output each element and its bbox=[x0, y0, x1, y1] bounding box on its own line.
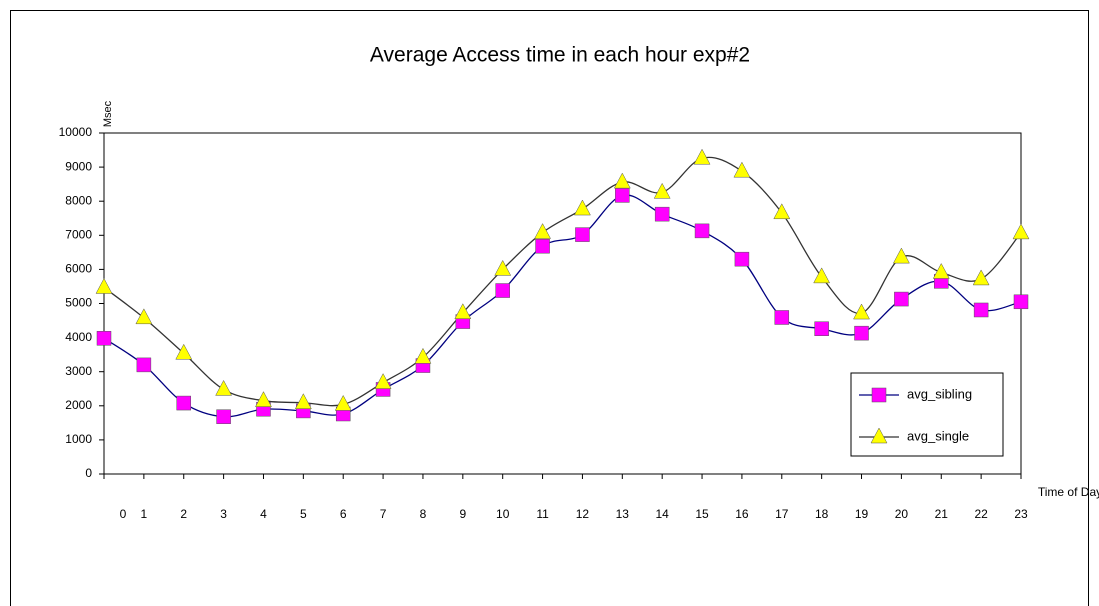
y-tick-label: 5000 bbox=[65, 296, 92, 310]
chart-frame bbox=[11, 11, 1089, 606]
data-point bbox=[375, 374, 391, 389]
data-point bbox=[176, 344, 192, 359]
x-tick-label: 14 bbox=[655, 507, 669, 521]
y-tick-label: 2000 bbox=[65, 398, 92, 412]
data-point bbox=[974, 303, 988, 317]
data-point bbox=[137, 358, 151, 372]
data-point bbox=[97, 331, 111, 345]
legend-marker bbox=[872, 388, 886, 402]
data-point bbox=[575, 228, 589, 242]
data-point bbox=[415, 348, 431, 363]
legend-label: avg_single bbox=[907, 428, 969, 443]
data-point bbox=[496, 284, 510, 298]
y-tick-label: 0 bbox=[85, 466, 92, 480]
data-point bbox=[734, 162, 750, 177]
x-tick-label: 16 bbox=[735, 507, 749, 521]
x-tick-label: 22 bbox=[974, 507, 988, 521]
data-point bbox=[815, 322, 829, 336]
data-point bbox=[855, 326, 869, 340]
series-line bbox=[104, 157, 1021, 405]
data-point bbox=[216, 380, 232, 395]
data-point bbox=[854, 304, 870, 319]
data-point bbox=[536, 239, 550, 253]
chart-title: Average Access time in each hour exp#2 bbox=[370, 44, 750, 67]
data-point bbox=[136, 309, 152, 324]
data-point bbox=[933, 263, 949, 278]
legend-label: avg_sibling bbox=[907, 386, 972, 401]
data-point bbox=[655, 207, 669, 221]
x-tick-label: 10 bbox=[496, 507, 510, 521]
data-point bbox=[295, 394, 311, 409]
y-tick-label: 6000 bbox=[65, 262, 92, 276]
x-tick-label: 19 bbox=[855, 507, 869, 521]
x-tick-label: 23 bbox=[1014, 507, 1028, 521]
x-tick-label: 13 bbox=[616, 507, 630, 521]
x-tick-label: 21 bbox=[935, 507, 949, 521]
chart: Average Access time in each hour exp#2 M… bbox=[0, 0, 1099, 606]
data-point bbox=[1014, 295, 1028, 309]
legend-box bbox=[851, 373, 1003, 456]
data-point bbox=[894, 292, 908, 306]
data-point bbox=[654, 183, 670, 198]
data-point bbox=[217, 410, 231, 424]
x-tick-label: 11 bbox=[536, 507, 549, 521]
data-point bbox=[775, 310, 789, 324]
y-tick-label: 3000 bbox=[65, 364, 92, 378]
x-tick-label: 2 bbox=[180, 507, 187, 521]
data-point bbox=[973, 270, 989, 285]
x-tick-label: 6 bbox=[340, 507, 347, 521]
data-point bbox=[495, 260, 511, 275]
x-tick-label: 7 bbox=[380, 507, 387, 521]
y-tick-label: 9000 bbox=[65, 159, 92, 173]
x-tick-label: 15 bbox=[695, 507, 709, 521]
data-point bbox=[615, 188, 629, 202]
x-tick-label: 20 bbox=[895, 507, 909, 521]
y-tick-label: 1000 bbox=[65, 432, 92, 446]
x-tick-label: 17 bbox=[775, 507, 789, 521]
data-point bbox=[96, 278, 112, 293]
x-tick-label: 5 bbox=[300, 507, 307, 521]
data-point bbox=[735, 252, 749, 266]
x-tick-label: 3 bbox=[220, 507, 227, 521]
y-tick-label: 8000 bbox=[65, 193, 92, 207]
y-tick-label: 10000 bbox=[59, 125, 93, 139]
x-tick-label: 4 bbox=[260, 507, 267, 521]
x-tick-label: 8 bbox=[420, 507, 427, 521]
data-point bbox=[1013, 224, 1029, 239]
x-tick-label: 18 bbox=[815, 507, 829, 521]
y-axis-label: Msec bbox=[102, 100, 114, 127]
x-tick-label: 12 bbox=[576, 507, 590, 521]
x-tick-label: 9 bbox=[459, 507, 466, 521]
x-tick-label: 1 bbox=[141, 507, 148, 521]
y-tick-label: 7000 bbox=[65, 227, 92, 241]
x-tick-label: 0 bbox=[120, 507, 127, 521]
y-tick-label: 4000 bbox=[65, 330, 92, 344]
data-point bbox=[614, 173, 630, 188]
x-axis-label: Time of Day bbox=[1038, 485, 1099, 499]
data-point bbox=[535, 224, 551, 239]
data-point bbox=[574, 200, 590, 215]
data-point bbox=[695, 224, 709, 238]
data-point bbox=[177, 396, 191, 410]
